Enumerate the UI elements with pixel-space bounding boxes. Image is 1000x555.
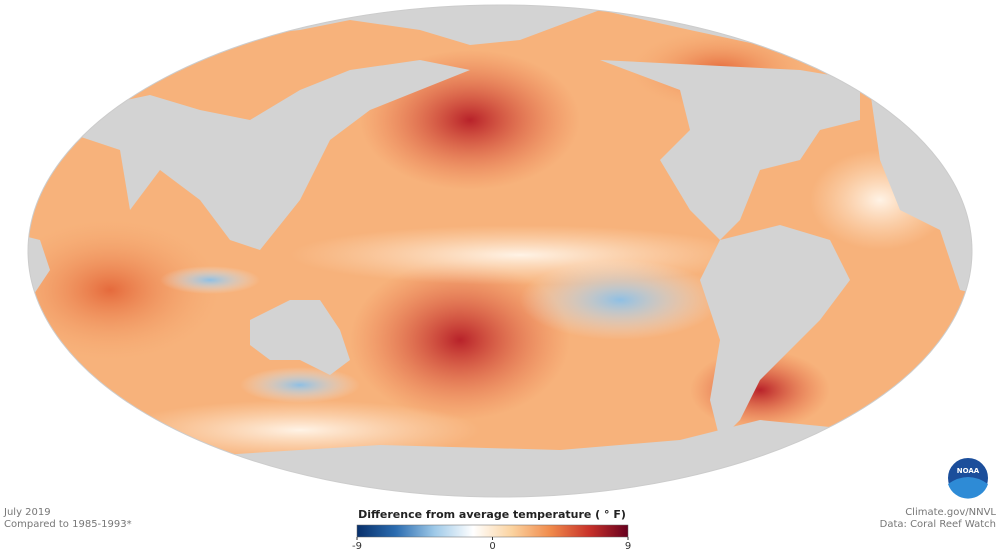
anomaly bbox=[28, 220, 220, 360]
anomaly bbox=[350, 260, 570, 420]
color-bar bbox=[356, 524, 629, 538]
globe-outline bbox=[27, 4, 973, 498]
noaa-logo: NOAA bbox=[946, 456, 990, 500]
logo-text: NOAA bbox=[957, 467, 980, 475]
anomaly bbox=[160, 266, 260, 294]
anomaly bbox=[240, 367, 360, 403]
legend-tick-label: -9 bbox=[352, 541, 362, 552]
date: July 2019 bbox=[3, 507, 51, 518]
legend-tick-label: 9 bbox=[625, 541, 631, 552]
data-credit: Data: Coral Reef Watch bbox=[880, 519, 996, 530]
baseline: Compared to 1985-1993* bbox=[4, 519, 132, 530]
legend-tick-label: 0 bbox=[489, 541, 495, 552]
legend-title: Difference from average temperature ( ° … bbox=[358, 508, 626, 521]
source: Climate.gov/NNVL bbox=[905, 507, 996, 518]
anomaly bbox=[520, 260, 720, 340]
